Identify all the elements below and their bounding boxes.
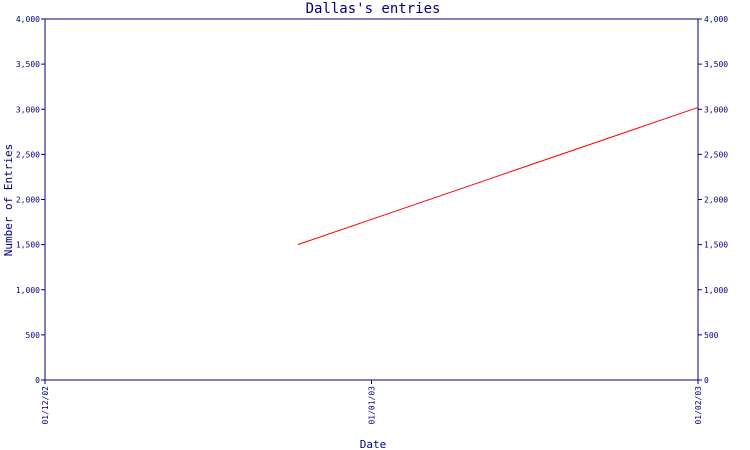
x-tick-label: 01/02/03 (694, 386, 703, 425)
y-tick-label-left: 2,500 (16, 150, 40, 159)
series-layer (297, 106, 699, 246)
x-tick-label: 01/12/02 (41, 386, 50, 425)
x-axis-label: Date (360, 438, 387, 450)
y-tick-label-left: 3,500 (16, 60, 40, 69)
y-axis-label: Number of Entries (2, 144, 15, 257)
y-tick-label-left: 1,000 (16, 286, 40, 295)
x-axis: 01/12/02 01/01/03 01/02/03 (41, 380, 703, 425)
y-tick-label-right: 0 (704, 376, 709, 385)
y-tick-label-right: 1,500 (704, 241, 728, 250)
y-axis-left: 0 500 1,000 1,500 2,000 2,500 3,000 3,500 4,000 (16, 15, 45, 385)
y-tick-label-right: 3,500 (704, 60, 728, 69)
y-axis-right: 0 500 1,000 1,500 2,000 2,500 3,000 3,500 4,000 (698, 15, 728, 385)
y-tick-label-left: 3,000 (16, 105, 40, 114)
y-tick-label-left: 4,000 (16, 15, 40, 24)
y-tick-label-right: 2,000 (704, 196, 728, 205)
y-tick-label-left: 1,500 (16, 241, 40, 250)
x-tick-label: 01/01/03 (368, 386, 377, 425)
series-line (297, 106, 699, 246)
y-tick-label-right: 4,000 (704, 15, 728, 24)
y-tick-label-left: 500 (26, 331, 41, 340)
y-tick-label-left: 2,000 (16, 196, 40, 205)
y-tick-label-right: 2,500 (704, 150, 728, 159)
y-tick-label-left: 0 (35, 376, 40, 385)
y-tick-label-right: 500 (704, 331, 719, 340)
y-tick-label-right: 3,000 (704, 105, 728, 114)
y-tick-label-right: 1,000 (704, 286, 728, 295)
chart-title: Dallas's entries (306, 1, 441, 17)
